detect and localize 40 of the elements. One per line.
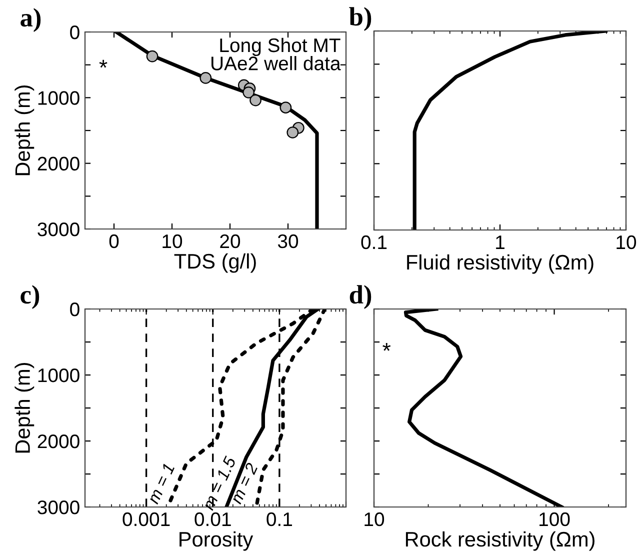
annotation: * xyxy=(99,60,108,68)
point xyxy=(280,102,292,114)
point xyxy=(242,86,254,98)
x-tick-label: 0 xyxy=(109,234,119,248)
y-tick-label: 3000 xyxy=(38,500,80,514)
x-tick-label: 0.1 xyxy=(361,235,387,250)
annotation: * xyxy=(382,343,391,351)
x-tick-label: 1 xyxy=(496,236,504,249)
y-tick-label: 0 xyxy=(70,302,80,316)
x-tick-label: 0.001 xyxy=(122,512,170,526)
x-axis-title: TDS (g/l) xyxy=(174,253,256,273)
annotation: Long Shot MT UAe2 well data xyxy=(212,38,341,70)
point xyxy=(250,94,262,106)
y-axis-title: Depth (m) xyxy=(14,85,34,176)
x-tick-label: 100 xyxy=(540,512,570,526)
chart-title: d) xyxy=(350,285,372,309)
x-axis-title: Rock resistivity (Ωm) xyxy=(406,531,594,551)
x-tick-label: 10 xyxy=(162,234,182,248)
x-axis-title: Fluid resistivity (Ωm) xyxy=(407,254,594,274)
chart-title: a) xyxy=(20,8,41,32)
point xyxy=(200,72,212,84)
y-axis-title: Depth (m) xyxy=(14,362,34,453)
chart-title: c) xyxy=(20,285,40,309)
y-tick-label: 2000 xyxy=(38,156,80,171)
x-tick-label: 0.1 xyxy=(266,512,292,526)
x-tick-label: 20 xyxy=(220,234,240,248)
y-tick-label: 1000 xyxy=(38,368,80,382)
x-tick-label: 10 xyxy=(364,512,384,526)
y-tick-label: 2000 xyxy=(38,434,80,448)
x-axis-title: Porosity xyxy=(180,531,254,551)
point xyxy=(286,126,299,138)
x-tick-label: 10 xyxy=(616,235,636,250)
chart-title: b) xyxy=(349,7,372,31)
point xyxy=(146,50,158,62)
x-tick-label: 0.01 xyxy=(194,512,231,526)
y-tick-label: 3000 xyxy=(38,222,80,236)
y-tick-label: 1000 xyxy=(38,91,80,105)
x-tick-label: 30 xyxy=(278,234,298,248)
y-tick-label: 0 xyxy=(70,25,80,40)
text: m = 1 xyxy=(147,463,175,505)
